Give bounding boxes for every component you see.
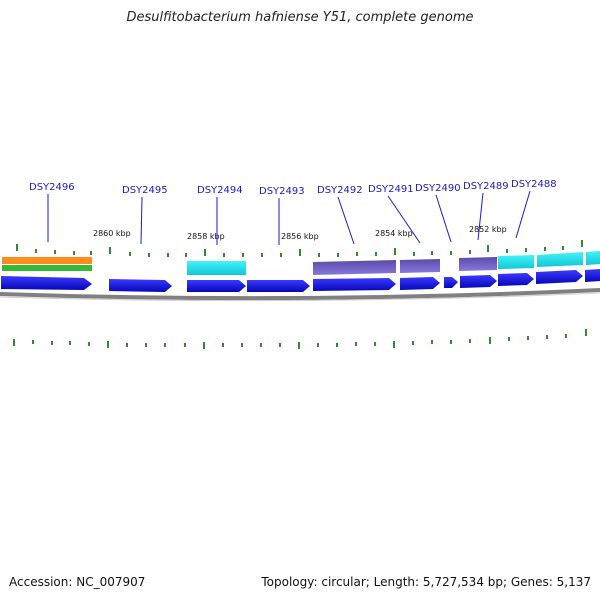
leader-line — [435, 194, 452, 243]
cds-arrow — [313, 278, 396, 291]
cds-arrow — [187, 280, 246, 292]
cds-arrow — [498, 273, 534, 286]
leader-line — [515, 190, 531, 239]
purple-feature — [459, 257, 497, 271]
gene-label: DSY2489 — [463, 181, 509, 192]
purple-feature — [313, 260, 396, 275]
gene-label: DSY2493 — [259, 186, 305, 197]
green-feature — [2, 265, 92, 271]
kbp-label: 2860 kbp — [93, 229, 131, 238]
cyan-feature — [537, 252, 583, 267]
leader-line — [337, 196, 355, 245]
cyan-feature — [498, 255, 534, 269]
orange-feature — [2, 257, 92, 264]
cds-arrow — [400, 277, 440, 290]
leader-line — [477, 192, 484, 241]
map-title: Desulfitobacterium hafniense Y51, comple… — [126, 10, 474, 25]
kbp-label: 2858 kbp — [187, 232, 225, 241]
cds-arrow — [247, 280, 310, 292]
kbp-label: 2856 kbp — [281, 232, 319, 241]
cds-arrow — [109, 279, 172, 292]
cds-arrow — [536, 270, 583, 284]
leader-line — [140, 196, 143, 245]
cds-arrow — [1, 276, 92, 290]
gene-label: DSY2490 — [415, 183, 461, 194]
cds-arrow — [460, 275, 497, 288]
cds-arrow — [444, 277, 458, 288]
genome-backbone — [0, 288, 600, 301]
accession-text: Accession: NC_007907 — [9, 575, 146, 589]
kbp-scale-labels: 2860 kbp 2858 kbp 2856 kbp 2854 kbp 2852… — [93, 225, 507, 241]
genome-backbone-highlight — [0, 292, 600, 302]
kbp-label: 2852 kbp — [469, 225, 507, 234]
purple-feature — [400, 259, 440, 273]
gene-label: DSY2491 — [368, 184, 414, 195]
gene-label: DSY2492 — [317, 185, 363, 196]
feature-lane — [2, 251, 600, 275]
cyan-feature — [586, 251, 600, 265]
gene-label: DSY2495 — [122, 185, 168, 196]
gene-label: DSY2488 — [511, 179, 557, 190]
gene-label: DSY2494 — [197, 185, 243, 196]
cds-arrow — [585, 269, 600, 282]
genome-summary-text: Topology: circular; Length: 5,727,534 bp… — [261, 575, 591, 589]
cds-arrow-lane — [1, 269, 600, 292]
leader-line — [387, 195, 421, 244]
gene-labels: DSY2496 DSY2495 DSY2494 DSY2493 DSY2492 … — [29, 179, 557, 245]
lower-tick-row — [13, 329, 587, 349]
upper-tick-row — [16, 240, 583, 257]
kbp-label: 2854 kbp — [375, 229, 413, 238]
cyan-feature — [187, 261, 246, 275]
gene-label: DSY2496 — [29, 182, 75, 193]
